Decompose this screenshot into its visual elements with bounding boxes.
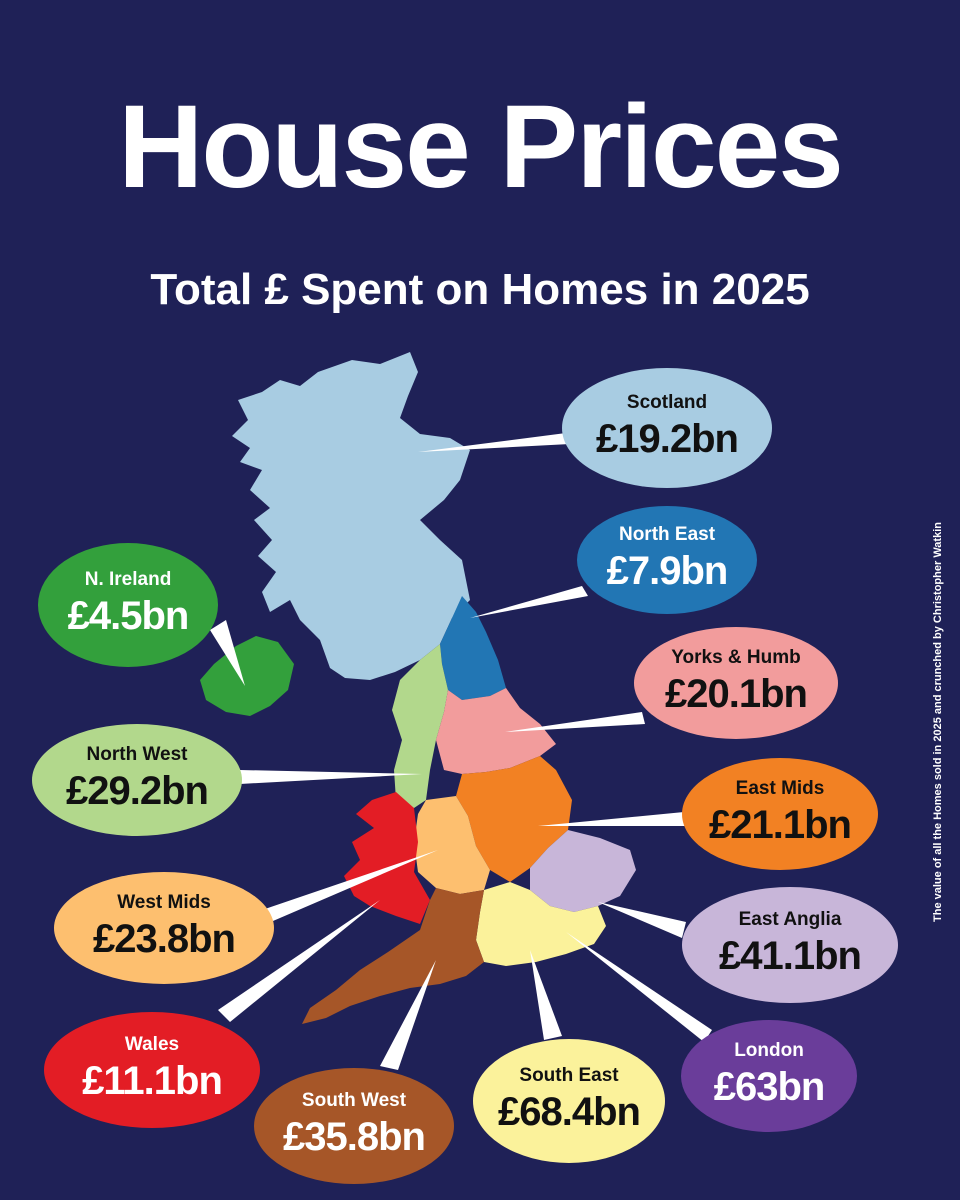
bubble-shape	[681, 1020, 857, 1132]
bubble-name: N. Ireland	[85, 569, 172, 590]
pointer-london	[566, 932, 712, 1042]
bubble-shape	[634, 627, 838, 739]
pointer-wales	[218, 900, 380, 1022]
pointer-south-east	[530, 950, 562, 1040]
label-bubble[interactable]: North East £7.9bn	[577, 506, 757, 614]
bubble-name: South East	[519, 1065, 619, 1086]
label-bubble[interactable]: Scotland £19.2bn	[562, 368, 772, 488]
region-shape-scotland[interactable]	[232, 352, 470, 680]
bubble-name: Wales	[125, 1034, 179, 1055]
bubble-shape	[32, 724, 242, 836]
pointer-yorks-humb	[505, 712, 645, 732]
page-title: House Prices	[118, 81, 844, 213]
bubble-value: £19.2bn	[596, 417, 738, 461]
label-bubble[interactable]: East Anglia £41.1bn	[682, 887, 898, 1003]
region-shape-east-anglia[interactable]	[530, 830, 636, 912]
bubble-name: North East	[619, 524, 716, 545]
bubble-shape	[562, 368, 772, 488]
bubble-value: £68.4bn	[498, 1090, 640, 1134]
bubble-name: London	[734, 1040, 804, 1061]
label-bubble[interactable]: Yorks & Humb £20.1bn	[634, 627, 838, 739]
region-shape-north-west[interactable]	[392, 644, 448, 808]
pointer-n-ireland	[210, 620, 245, 686]
bubble-value: £7.9bn	[607, 549, 728, 593]
label-bubble[interactable]: South West £35.8bn	[254, 1068, 454, 1184]
bubble-value: £29.2bn	[66, 769, 208, 813]
region-labels: Scotland £19.2bn North East £7.9bn Yorks…	[32, 368, 898, 1184]
bubble-value: £41.1bn	[719, 934, 861, 978]
region-shape-n-ireland[interactable]	[200, 636, 294, 716]
bubble-name: West Mids	[117, 892, 211, 913]
pointer-north-east	[470, 586, 588, 618]
pointer-west-mids	[262, 850, 438, 924]
bubble-value: £63bn	[714, 1065, 825, 1109]
pointer-north-west	[240, 770, 422, 784]
bubble-name: South West	[302, 1090, 407, 1111]
bubble-shape	[254, 1068, 454, 1184]
map-regions	[200, 352, 636, 1024]
bubble-shape	[54, 872, 274, 984]
bubble-value: £11.1bn	[82, 1059, 222, 1103]
pointer-east-mids	[538, 812, 686, 826]
region-shape-wales[interactable]	[344, 792, 430, 924]
label-bubble[interactable]: East Mids £21.1bn	[682, 758, 878, 870]
bubble-value: £20.1bn	[665, 672, 807, 716]
bubble-name: East Anglia	[739, 909, 842, 930]
bubble-shape	[473, 1039, 665, 1163]
bubble-value: £4.5bn	[68, 594, 189, 638]
bubble-shape	[44, 1012, 260, 1128]
bubble-value: £23.8bn	[93, 917, 235, 961]
pointer-south-west	[380, 960, 436, 1070]
bubble-name: Yorks & Humb	[671, 647, 801, 668]
label-bubble[interactable]: Wales £11.1bn	[44, 1012, 260, 1128]
label-bubble[interactable]: South East £68.4bn	[473, 1039, 665, 1163]
bubble-name: East Mids	[736, 778, 825, 799]
pointer-east-anglia	[598, 902, 686, 938]
bubble-shape	[38, 543, 218, 667]
bubble-value: £21.1bn	[709, 803, 851, 847]
pointer-scotland	[418, 433, 570, 452]
label-bubble[interactable]: West Mids £23.8bn	[54, 872, 274, 984]
region-shape-south-west[interactable]	[302, 888, 484, 1024]
connector-pointers	[210, 433, 712, 1070]
region-shape-west-mids[interactable]	[414, 796, 490, 894]
bubble-value: £35.8bn	[283, 1115, 425, 1159]
region-shape-yorks-humb[interactable]	[436, 688, 556, 774]
bubble-name: North West	[87, 744, 189, 765]
region-shape-east-mids[interactable]	[456, 756, 572, 882]
bubble-name: Scotland	[627, 392, 707, 413]
region-shape-north-east[interactable]	[440, 596, 506, 700]
bubble-shape	[577, 506, 757, 614]
bubble-shape	[682, 887, 898, 1003]
region-shape-south-east[interactable]	[476, 882, 606, 966]
page-subtitle: Total £ Spent on Homes in 2025	[150, 265, 810, 314]
label-bubble[interactable]: North West £29.2bn	[32, 724, 242, 836]
label-bubble[interactable]: London £63bn	[681, 1020, 857, 1132]
bubble-shape	[682, 758, 878, 870]
label-bubble[interactable]: N. Ireland £4.5bn	[38, 543, 218, 667]
